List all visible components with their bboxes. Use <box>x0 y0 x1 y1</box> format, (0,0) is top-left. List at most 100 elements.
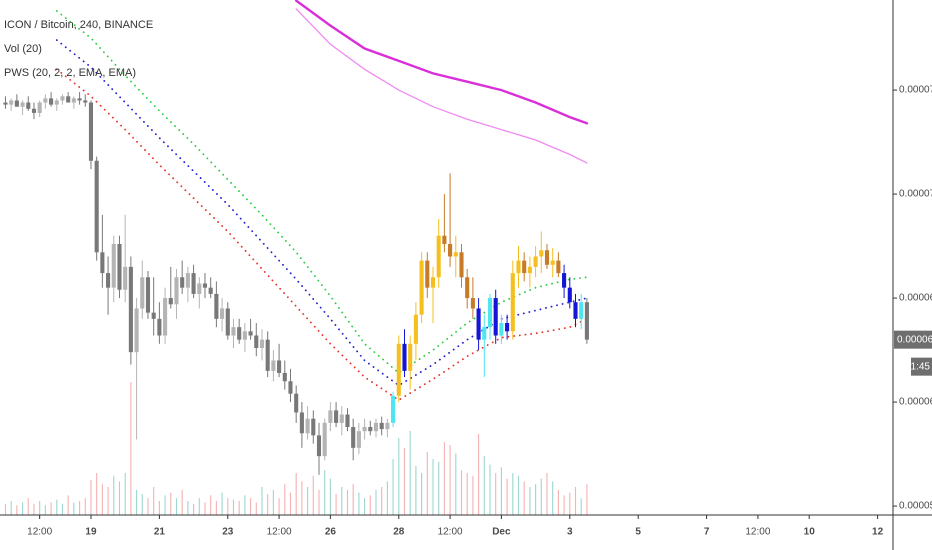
volume-bar <box>50 502 52 515</box>
volume-bar <box>574 487 577 515</box>
candle-body <box>322 422 327 457</box>
volume-bar <box>500 467 502 515</box>
volume-bar <box>221 492 223 515</box>
candle-body <box>259 339 265 348</box>
candle-body <box>391 395 396 423</box>
candle-body <box>242 331 247 340</box>
volume-bar <box>506 478 508 515</box>
candle-body <box>448 243 453 257</box>
volume-bar <box>312 475 314 515</box>
volume-bar <box>16 505 18 515</box>
candle-body <box>49 98 54 105</box>
volume-bar <box>175 498 178 515</box>
candle-body <box>134 308 139 353</box>
volume-bar <box>432 459 434 515</box>
candle-body <box>14 100 19 107</box>
volume-bar <box>586 484 588 515</box>
y-tick-label: 0.0000700 <box>899 189 932 200</box>
volume-bar <box>67 495 69 515</box>
candle-body <box>157 318 162 336</box>
candle-body <box>3 102 8 105</box>
candle-body <box>265 339 270 371</box>
candle-body <box>117 243 122 290</box>
x-tick-label: 7 <box>704 527 710 538</box>
candle-body <box>202 283 208 288</box>
candle-body <box>140 277 145 309</box>
volume-bar <box>381 487 383 515</box>
volume-bar <box>56 499 58 515</box>
volume-legend: Vol (20) <box>4 43 42 55</box>
volume-bar <box>44 505 46 515</box>
candle-body <box>533 256 538 267</box>
candle-body <box>31 108 37 113</box>
x-tick-label: 3 <box>567 527 573 538</box>
volume-bar <box>130 382 132 515</box>
candle-body <box>311 418 316 436</box>
candle-body <box>505 323 510 332</box>
volume-bar <box>403 447 406 515</box>
candle-body <box>94 160 99 253</box>
volume-bar <box>295 473 297 515</box>
candle-body <box>351 427 356 448</box>
candle-body <box>60 96 65 101</box>
candle-body <box>459 252 464 278</box>
volume-bar <box>369 495 371 515</box>
candle-body <box>66 96 71 103</box>
candle-body <box>248 331 253 336</box>
countdown-tag <box>911 357 932 376</box>
candle-body <box>470 298 475 309</box>
candle-body <box>562 273 567 288</box>
candle-body <box>567 287 572 303</box>
x-tick-label: Dec <box>492 527 511 538</box>
candle-body <box>442 235 447 244</box>
volume-bar <box>215 501 217 515</box>
candle-body <box>465 277 470 299</box>
candle-body <box>527 266 532 274</box>
volume-bar <box>238 501 240 515</box>
volume-bar <box>261 487 263 515</box>
candle-body <box>20 102 25 107</box>
candle-body <box>225 308 230 336</box>
volume-bar <box>398 438 400 515</box>
volume-bar <box>569 492 571 515</box>
countdown-label: 01:45 <box>905 361 930 372</box>
volume-bar <box>386 481 388 515</box>
volume-bar <box>164 495 166 515</box>
volume-bar <box>153 487 155 515</box>
candle-body <box>413 314 418 344</box>
x-tick-label: 28 <box>393 527 405 538</box>
volume-bar <box>449 445 451 515</box>
candle-body <box>145 277 151 313</box>
candle-body <box>408 343 413 371</box>
x-tick-label: 12 <box>872 527 884 538</box>
volume-bar <box>10 501 12 515</box>
volume-bar <box>329 478 331 515</box>
x-tick-label: 10 <box>804 527 816 538</box>
volume-bar <box>193 503 195 515</box>
candle-body <box>299 412 304 434</box>
candle-body <box>128 266 133 353</box>
candle-body <box>83 100 88 103</box>
candle-body <box>106 273 111 288</box>
volume-bar <box>244 495 246 515</box>
candle-body <box>402 343 407 371</box>
last-price-tag <box>894 330 932 349</box>
candle-body <box>499 323 504 336</box>
candle-body <box>430 277 436 288</box>
volume-bar <box>392 459 394 515</box>
candle-body <box>436 235 441 278</box>
volume-bar <box>232 499 235 515</box>
volume-bar <box>563 495 565 515</box>
volume-bar <box>466 473 468 515</box>
candle-body <box>185 273 190 288</box>
candle-body <box>362 427 367 432</box>
candle-body <box>220 308 225 319</box>
symbol-title: ICON / Bitcoin, 240, BINANCE <box>4 19 153 31</box>
volume-bar <box>96 473 98 515</box>
candle-body <box>151 312 156 319</box>
volume-bar <box>364 498 366 515</box>
candle-body <box>368 427 373 432</box>
candle-body <box>37 102 42 113</box>
plot-area <box>3 0 589 515</box>
y-tick-label: 0.0000600 <box>899 397 932 408</box>
